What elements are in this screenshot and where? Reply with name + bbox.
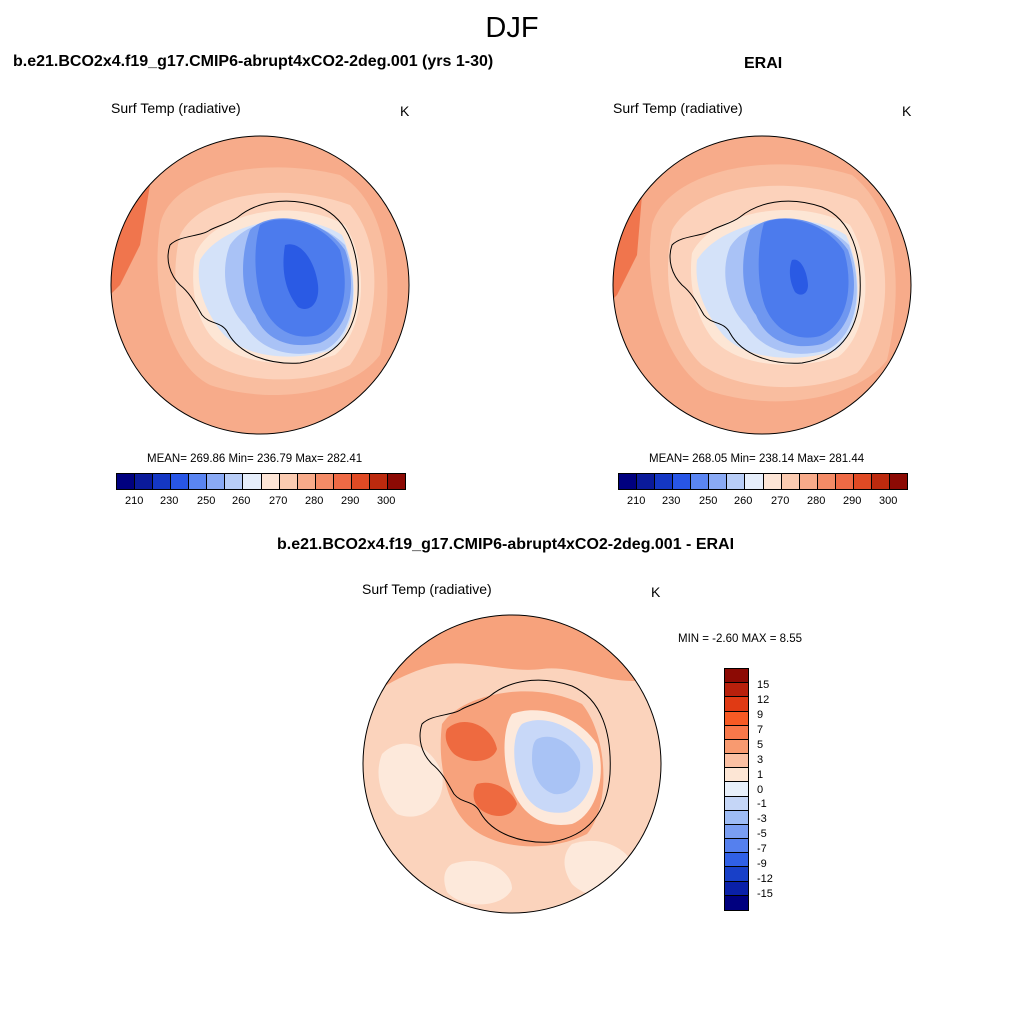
colorbar-swatch — [207, 474, 226, 489]
colorbar-swatch — [171, 474, 190, 489]
obs-panel-title: ERAI — [744, 55, 783, 72]
colorbar-swatch — [725, 796, 748, 811]
colorbar-swatch — [619, 474, 638, 489]
obs-polar-map — [612, 135, 912, 435]
colorbar-tick-label: 210 — [125, 495, 144, 507]
model-variable-label: Surf Temp (radiative) — [111, 100, 241, 116]
colorbar-tick-label: 7 — [757, 724, 764, 736]
colorbar-swatch — [351, 474, 370, 489]
colorbar-swatch — [725, 711, 748, 726]
colorbar-swatch — [315, 474, 334, 489]
colorbar-tick-label: 290 — [843, 495, 862, 507]
colorbar-tick-label: 15 — [757, 679, 770, 691]
colorbar-tick-label: 280 — [807, 495, 826, 507]
colorbar-swatch — [279, 474, 298, 489]
colorbar-tick-label: 230 — [160, 495, 179, 507]
colorbar-tick-label: -7 — [757, 843, 767, 855]
diff-panel-title: b.e21.BCO2x4.f19_g17.CMIP6-abrupt4xCO2-2… — [277, 536, 735, 553]
colorbar-tick-label: 260 — [232, 495, 251, 507]
colorbar-swatch — [135, 474, 154, 489]
colorbar-swatch — [725, 839, 748, 854]
colorbar-tick-label: 0 — [757, 784, 764, 796]
model-polar-map — [110, 135, 410, 435]
colorbar-swatch — [725, 669, 748, 684]
colorbar-tick-label: -9 — [757, 858, 767, 870]
obs-units-label: K — [902, 103, 912, 119]
colorbar-swatch — [727, 474, 746, 489]
colorbar-swatch — [781, 474, 800, 489]
colorbar-tick-label: 270 — [771, 495, 790, 507]
colorbar-swatch — [387, 474, 405, 489]
colorbar-tick-label: 260 — [734, 495, 753, 507]
model-panel-title: b.e21.BCO2x4.f19_g17.CMIP6-abrupt4xCO2-2… — [13, 53, 494, 70]
colorbar-swatch — [725, 725, 748, 740]
colorbar-swatch — [871, 474, 890, 489]
colorbar-tick-label: -5 — [757, 828, 767, 840]
colorbar-tick-label: 250 — [699, 495, 718, 507]
colorbar-swatch — [691, 474, 710, 489]
colorbar-swatch — [725, 782, 748, 797]
model-units-label: K — [400, 103, 410, 119]
colorbar-tick-label: 1 — [757, 769, 764, 781]
colorbar-tick-label: 12 — [757, 694, 770, 706]
colorbar-swatch — [889, 474, 907, 489]
colorbar-tick-label: 300 — [879, 495, 898, 507]
colorbar-swatch — [261, 474, 280, 489]
colorbar-tick-label: 300 — [377, 495, 396, 507]
colorbar-swatch — [153, 474, 172, 489]
colorbar-swatch — [655, 474, 674, 489]
colorbar-swatch — [725, 881, 748, 896]
diff-stats: MIN = -2.60 MAX = 8.55 — [678, 633, 803, 645]
colorbar-swatch — [725, 768, 748, 783]
colorbar-swatch — [369, 474, 388, 489]
colorbar-swatch — [333, 474, 352, 489]
colorbar-swatch — [243, 474, 262, 489]
colorbar-swatch — [725, 853, 748, 868]
colorbar-swatch — [673, 474, 692, 489]
colorbar-swatch — [745, 474, 764, 489]
colorbar-tick-label: -15 — [757, 888, 773, 900]
colorbar-tick-label: 5 — [757, 739, 764, 751]
colorbar-swatch — [117, 474, 136, 489]
colorbar-tick-label: 280 — [305, 495, 324, 507]
colorbar-swatch — [725, 810, 748, 825]
obs-stats: MEAN= 268.05 Min= 238.14 Max= 281.44 — [649, 453, 865, 465]
colorbar-tick-label: 9 — [757, 709, 764, 721]
colorbar-tick-label: 250 — [197, 495, 216, 507]
colorbar-swatch — [725, 739, 748, 755]
colorbar-swatch — [725, 754, 748, 769]
colorbar-swatch — [725, 683, 748, 698]
colorbar-swatch — [709, 474, 728, 489]
colorbar-swatch — [189, 474, 208, 489]
colorbar-tick-label: 270 — [269, 495, 288, 507]
colorbar-swatch — [725, 867, 748, 882]
colorbar-tick-label: 3 — [757, 754, 764, 766]
colorbar-tick-label: -12 — [757, 873, 773, 885]
colorbar-tick-label: -1 — [757, 798, 767, 810]
colorbar-swatch — [725, 895, 748, 910]
colorbar-swatch — [725, 697, 748, 712]
colorbar-swatch — [853, 474, 872, 489]
diff-variable-label: Surf Temp (radiative) — [362, 581, 492, 597]
model-colorbar — [116, 473, 406, 490]
colorbar-swatch — [763, 474, 782, 489]
colorbar-tick-label: 210 — [627, 495, 646, 507]
colorbar-swatch — [225, 474, 244, 489]
season-title: DJF — [485, 12, 539, 44]
colorbar-swatch — [725, 824, 748, 840]
diff-polar-map — [362, 614, 662, 914]
colorbar-swatch — [799, 474, 818, 489]
colorbar-swatch — [297, 474, 316, 489]
colorbar-swatch — [817, 474, 836, 489]
diff-colorbar — [724, 668, 749, 911]
colorbar-tick-label: 290 — [341, 495, 360, 507]
obs-colorbar — [618, 473, 908, 490]
model-stats: MEAN= 269.86 Min= 236.79 Max= 282.41 — [147, 453, 363, 465]
colorbar-swatch — [835, 474, 854, 489]
colorbar-tick-label: 230 — [662, 495, 681, 507]
colorbar-tick-label: -3 — [757, 813, 767, 825]
obs-variable-label: Surf Temp (radiative) — [613, 100, 743, 116]
diff-units-label: K — [651, 584, 661, 600]
colorbar-swatch — [637, 474, 656, 489]
